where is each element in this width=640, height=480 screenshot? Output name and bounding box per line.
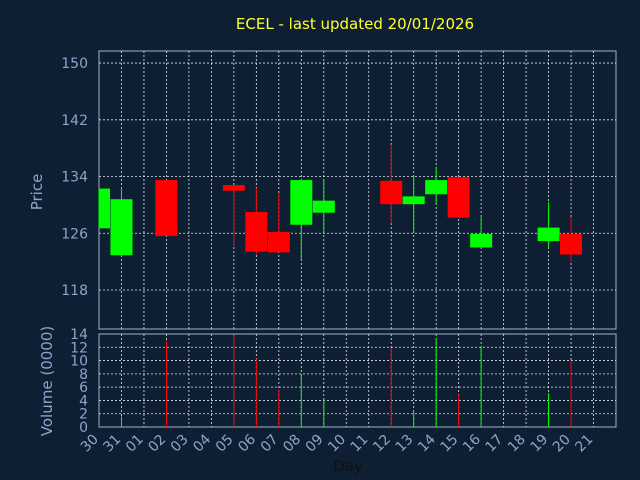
volume-tick-label: 10 <box>70 354 88 370</box>
chart-title: ECEL - last updated 20/01/2026 <box>236 15 474 33</box>
day-tick-label: 13 <box>393 432 417 456</box>
day-tick-label: 17 <box>483 432 507 456</box>
candle-body <box>470 233 493 248</box>
volume-tick-label: 4 <box>79 393 88 409</box>
candle-body <box>560 233 583 255</box>
volume-tick-label: 12 <box>70 340 88 356</box>
candle-body <box>110 199 133 256</box>
price-tick-label: 134 <box>61 170 88 186</box>
day-tick-label: 10 <box>325 432 349 456</box>
candle-body <box>402 196 425 205</box>
candle-body <box>425 180 448 195</box>
volume-tick-label: 6 <box>79 380 88 396</box>
candle-body <box>99 188 110 229</box>
day-tick-label: 08 <box>280 432 304 456</box>
candle-body <box>537 227 560 242</box>
candle-body <box>447 177 470 218</box>
price-axis-title: Price <box>28 174 46 211</box>
volume-bars <box>98 334 572 427</box>
day-tick-label: 14 <box>415 431 439 455</box>
day-tick-label: 31 <box>100 432 124 456</box>
day-tick-label: 06 <box>235 431 259 455</box>
price-panel <box>98 50 617 330</box>
day-tick-label: 02 <box>145 432 169 456</box>
price-tick-labels: 118 126 134 142 150 <box>61 56 88 299</box>
price-tick-label: 142 <box>61 113 88 129</box>
day-tick-label: 18 <box>505 432 529 456</box>
day-tick-label: 15 <box>438 432 462 456</box>
volume-axis-title: Volume (0000) <box>38 326 56 436</box>
volume-tick-label: 0 <box>79 420 88 436</box>
candle-body <box>312 200 335 213</box>
candle-body <box>380 180 403 205</box>
volume-panel <box>98 333 617 428</box>
day-tick-label: 20 <box>550 432 574 456</box>
day-tick-label: 21 <box>572 432 596 456</box>
day-tick-label: 12 <box>370 432 394 456</box>
candle-body <box>290 180 313 225</box>
candle-body <box>267 231 290 253</box>
day-tick-labels: 3031010203040506070809101112131415161718… <box>78 431 596 455</box>
day-tick-label: 07 <box>258 432 282 456</box>
price-tick-label: 150 <box>61 56 88 72</box>
day-tick-label: 04 <box>190 431 214 455</box>
volume-tick-label: 8 <box>79 367 88 383</box>
volume-tick-label: 14 <box>70 327 88 343</box>
day-tick-label: 01 <box>123 432 147 456</box>
candle-body <box>222 185 245 191</box>
price-tick-label: 126 <box>61 226 88 242</box>
price-tick-label: 118 <box>61 283 88 299</box>
candle-body <box>155 180 178 237</box>
day-tick-label: 09 <box>303 432 327 456</box>
day-tick-label: 03 <box>168 432 192 456</box>
day-tick-label: 05 <box>213 432 237 456</box>
day-tick-label: 16 <box>460 431 484 455</box>
candles <box>98 144 583 262</box>
volume-tick-label: 2 <box>79 407 88 423</box>
day-tick-label: 19 <box>527 432 551 456</box>
x-axis-title: Day <box>333 457 363 475</box>
day-tick-label: 11 <box>348 432 372 456</box>
candle-body <box>245 211 268 252</box>
